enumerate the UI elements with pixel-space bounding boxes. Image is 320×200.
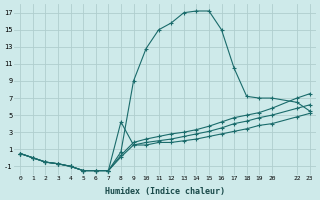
X-axis label: Humidex (Indice chaleur): Humidex (Indice chaleur) [105,187,225,196]
